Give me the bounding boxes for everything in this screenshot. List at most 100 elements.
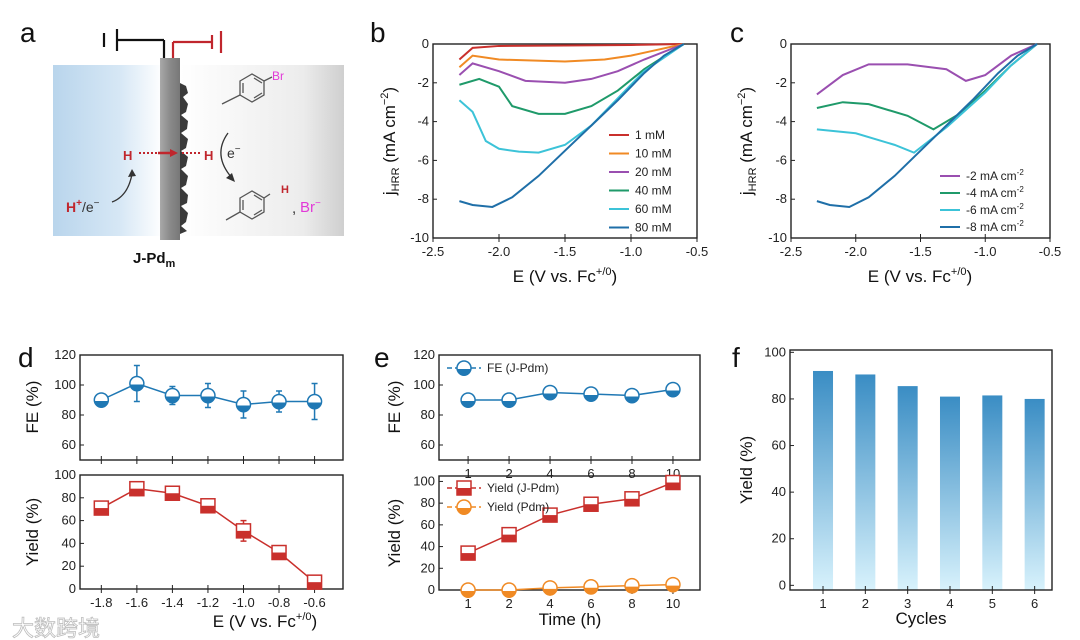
y-tick-label: 80 bbox=[62, 407, 76, 422]
panel-label-e: e bbox=[374, 342, 390, 373]
electrode-label: J-Pdm bbox=[133, 250, 176, 270]
y-axis-label-part: FE (%) bbox=[385, 381, 404, 434]
y-axis-label: Yield (%) bbox=[385, 499, 404, 567]
legend-label: 80 mM bbox=[635, 221, 672, 235]
panel-label-f: f bbox=[732, 342, 740, 373]
legend-text: -2 mA cm bbox=[966, 169, 1017, 183]
y-axis-label: FE (%) bbox=[23, 381, 42, 434]
arrow-right-icon bbox=[170, 149, 178, 157]
x-tick-label: -1.6 bbox=[126, 595, 148, 610]
series-line-40-mM bbox=[459, 43, 685, 115]
legend-text: 10 mM bbox=[635, 147, 672, 161]
data-point-fill bbox=[457, 508, 471, 515]
x-axis-label-part: ) bbox=[312, 612, 318, 631]
x-tick-label: 6 bbox=[587, 466, 594, 481]
y-tick-label: -8 bbox=[417, 191, 429, 206]
y-axis-label-part: (mA cm bbox=[737, 105, 756, 167]
data-point-fill bbox=[502, 401, 517, 409]
series-line-60-mM bbox=[458, 43, 685, 154]
y-tick-label: 100 bbox=[413, 473, 435, 488]
series-line-1-mM bbox=[458, 43, 684, 61]
data-point-fill bbox=[165, 396, 180, 404]
y-axis-label-part: (mA cm bbox=[380, 105, 399, 167]
plot-frame bbox=[438, 354, 701, 461]
x-tick-label: -2.5 bbox=[780, 244, 802, 259]
x-tick-label: -0.6 bbox=[303, 595, 325, 610]
y-tick-label: 20 bbox=[62, 558, 76, 573]
power-supply-left-icon bbox=[102, 29, 166, 58]
x-tick-label: 2 bbox=[505, 596, 512, 611]
series-line--8-mA-cm bbox=[816, 43, 1038, 208]
legend-sup: -2 bbox=[1017, 219, 1025, 228]
data-point-fill bbox=[665, 585, 680, 593]
bromotoluene-structure bbox=[221, 73, 273, 105]
bar-cycle-1 bbox=[813, 370, 834, 590]
series-line-FE-J-Pdm- bbox=[468, 388, 674, 401]
data-point-fill bbox=[236, 530, 251, 538]
y-tick-label: 60 bbox=[421, 517, 435, 532]
x-axis-label: E (V vs. Fc+/0) bbox=[868, 266, 972, 286]
legend-label: 60 mM bbox=[635, 202, 672, 216]
schematic-diagram: H H H+/e− e− Br H , Br− J-Pdm bbox=[53, 29, 344, 270]
x-axis-label-part: E (V vs. Fc bbox=[868, 267, 952, 286]
y-tick-label: 80 bbox=[772, 391, 786, 406]
chart-d-top: 120 100 80 60 FE (%) bbox=[23, 347, 344, 464]
y-tick-label: 0 bbox=[780, 36, 787, 51]
legend-sup: -2 bbox=[1017, 202, 1025, 211]
watermark: 大数跨境 bbox=[12, 616, 100, 640]
legend-sup: -2 bbox=[1017, 185, 1025, 194]
data-point-fill bbox=[461, 591, 476, 598]
legend-label: 40 mM bbox=[635, 184, 672, 198]
x-tick-label: -0.8 bbox=[268, 595, 290, 610]
chart-b: 0 -2 -4 -6 -8 -10-2.5 -2.0 -1.5 -1.0 -0.5 E (V vs.… bbox=[379, 36, 708, 286]
y-axis-label-part: ) bbox=[737, 87, 756, 93]
legend-text: -4 mA cm bbox=[966, 186, 1017, 200]
y-tick-label: -2 bbox=[417, 75, 429, 90]
x-tick-label: -2.5 bbox=[422, 244, 444, 259]
electron-label: e− bbox=[227, 144, 241, 161]
x-tick-label: 1 bbox=[464, 596, 471, 611]
legend-text: 60 mM bbox=[635, 202, 672, 216]
y-tick-label: 120 bbox=[413, 347, 435, 362]
y-tick-label: -6 bbox=[417, 152, 429, 167]
data-point-fill bbox=[665, 390, 680, 398]
x-tick-label: -1.0 bbox=[620, 244, 642, 259]
y-tick-label: 20 bbox=[421, 560, 435, 575]
plot-frame bbox=[79, 354, 344, 461]
comma: , bbox=[292, 200, 296, 217]
y-tick-label: 40 bbox=[62, 535, 76, 550]
legend-text: 40 mM bbox=[635, 184, 672, 198]
legend-label: Yield (Pdm) bbox=[487, 500, 549, 514]
x-tick-label: 10 bbox=[666, 596, 680, 611]
x-axis-label: Time (h) bbox=[539, 610, 602, 629]
data-point-fill bbox=[461, 401, 476, 409]
x-tick-label: -1.8 bbox=[90, 595, 112, 610]
y-axis-label: Yield (%) bbox=[23, 498, 42, 566]
x-tick-label: 5 bbox=[989, 596, 996, 611]
y-axis-label: jHRR (mA cm−2) bbox=[736, 87, 759, 196]
y-axis-label-part: FE (%) bbox=[23, 381, 42, 434]
series-line-10-mM bbox=[458, 43, 685, 69]
y-tick-label: -6 bbox=[775, 152, 787, 167]
series-line-Yield-Pdm- bbox=[468, 583, 673, 591]
bromide-label: Br− bbox=[300, 198, 321, 216]
proton-label: H+/e− bbox=[66, 198, 100, 215]
data-point-fill bbox=[584, 504, 599, 512]
y-axis-label-part: j bbox=[737, 191, 756, 196]
y-tick-label: 80 bbox=[421, 407, 435, 422]
legend-text: -6 mA cm bbox=[966, 203, 1017, 217]
data-point-fill bbox=[502, 534, 517, 542]
x-tick-label: -1.4 bbox=[161, 595, 183, 610]
x-axis-label: Cycles bbox=[895, 609, 946, 628]
y-axis-label-part: j bbox=[380, 191, 399, 196]
data-point-fill bbox=[200, 396, 215, 404]
x-axis-label-part: ) bbox=[967, 267, 973, 286]
legend-label: FE (J-Pdm) bbox=[487, 361, 548, 375]
legend-label: 1 mM bbox=[635, 128, 665, 142]
x-axis-label-part: E (V vs. Fc bbox=[213, 612, 297, 631]
legend-label: -4 mA cm-2 bbox=[966, 185, 1024, 200]
electrolyte-left bbox=[53, 65, 163, 236]
panel-label-b: b bbox=[370, 17, 386, 48]
chart-d-bottom: 100 80 60 40 20 0 -1.8 -1.6 -1.4 -1.2 -1.0 -0.8 -0.6… bbox=[23, 467, 344, 631]
x-tick-label: -2.0 bbox=[488, 244, 510, 259]
